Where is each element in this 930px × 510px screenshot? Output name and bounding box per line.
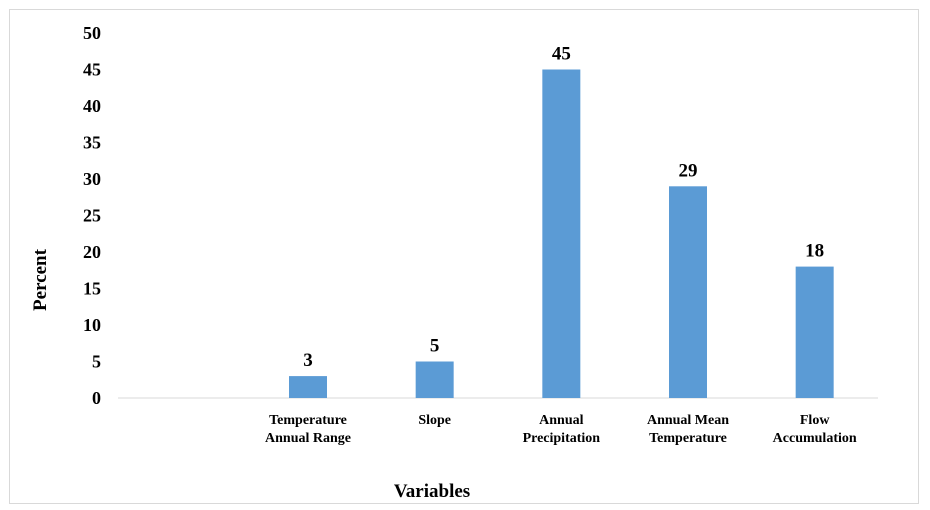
bar [795,266,834,398]
category-label: Annual Mean [647,413,729,428]
category-label: Slope [418,413,451,428]
data-label: 5 [430,336,440,357]
x-axis-title: Variables [394,481,470,502]
category-labels: Temperature Annual Range Slope Annual Precip… [265,413,857,446]
y-tick-label: 30 [83,169,101,189]
category-label: Temperature [649,431,727,446]
category-label: Precipitation [523,431,601,446]
bars [289,69,834,398]
y-tick-label: 45 [83,60,101,80]
chart-frame [9,9,919,504]
category-label: Annual [539,413,583,428]
y-tick-label: 0 [92,388,101,408]
y-axis-title: Percent [30,248,51,311]
category-label: Accumulation [773,431,857,446]
y-tick-label: 15 [83,279,101,299]
y-tick-label: 40 [83,96,101,116]
bar [542,69,581,398]
bar [415,361,454,398]
bar [669,186,707,398]
y-tick-label: 35 [83,133,101,153]
data-label: 29 [679,160,698,181]
data-label: 3 [303,350,313,371]
y-tick-label: 5 [92,352,101,372]
category-label: Annual Range [265,431,351,446]
y-tick-label: 10 [83,315,101,335]
y-tick-label: 50 [83,23,101,43]
y-tick-label: 25 [83,206,101,226]
data-labels: 3 5 45 29 18 [303,44,824,372]
data-label: 45 [552,44,571,65]
bar [289,376,327,398]
category-label: Flow [800,413,830,428]
data-label: 18 [805,241,824,262]
y-tick-label: 20 [83,242,101,262]
category-label: Temperature [269,413,347,428]
y-tick-labels: 0 5 10 15 20 25 30 35 40 45 50 [83,23,101,408]
